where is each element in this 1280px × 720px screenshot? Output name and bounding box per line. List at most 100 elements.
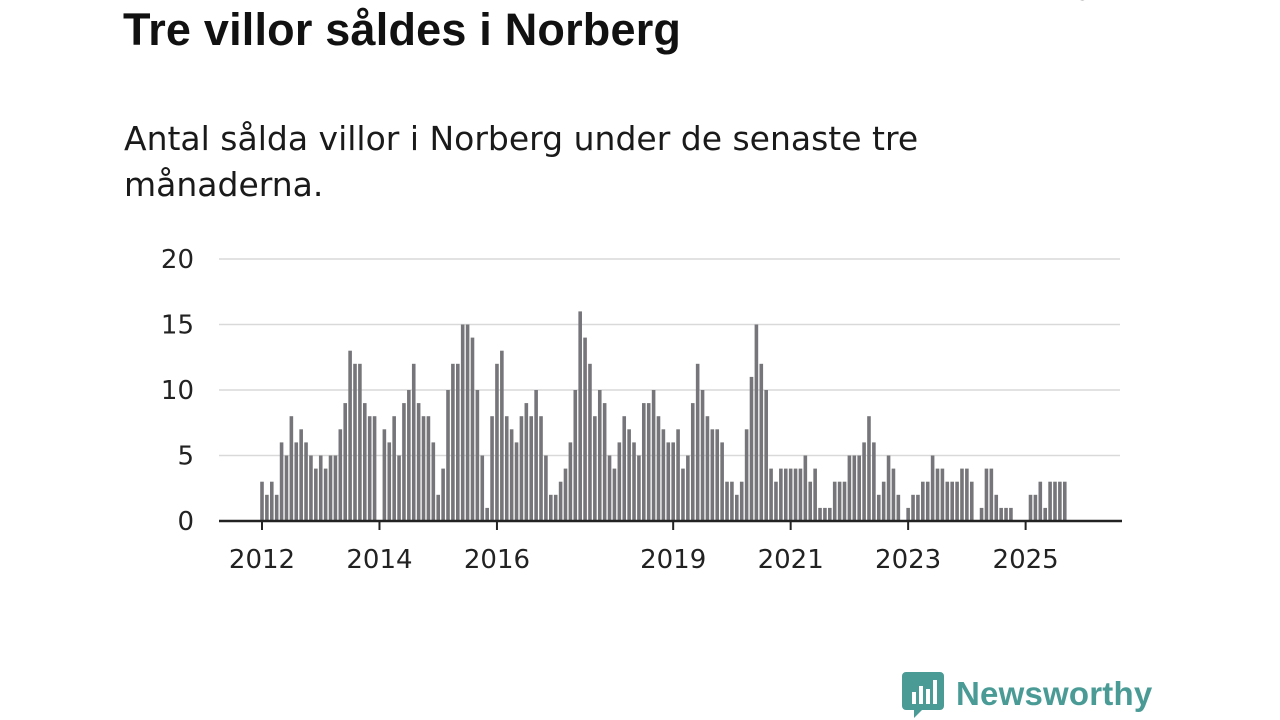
bar [925, 481, 930, 521]
bar [700, 390, 705, 521]
bar [597, 390, 602, 521]
bar [960, 468, 964, 521]
bar [950, 481, 954, 521]
bar [279, 442, 284, 521]
bar [465, 324, 470, 521]
bar [916, 494, 920, 521]
bar [348, 350, 352, 521]
bar [485, 507, 489, 521]
bar [593, 416, 597, 521]
bar [338, 429, 343, 521]
bar [979, 507, 984, 521]
bar [612, 468, 617, 521]
bar [1058, 481, 1062, 521]
bar [690, 403, 695, 521]
x-tick-label: 2025 [993, 545, 1059, 575]
bar [362, 403, 367, 521]
bar [779, 468, 783, 521]
bar [705, 416, 710, 521]
bar [651, 390, 656, 521]
x-tick-label: 2019 [640, 545, 706, 575]
x-axis-ticks: 2012 2014 2016 2019 2021 2023 2025 [229, 521, 1059, 575]
bar [358, 363, 362, 521]
highlight-value-label: 3 [1076, 0, 1091, 6]
bar [514, 442, 519, 521]
bar [754, 324, 759, 521]
bar [642, 403, 646, 521]
x-tick-label: 2014 [346, 545, 412, 575]
bar [965, 468, 969, 521]
bar [431, 442, 436, 521]
bar [695, 363, 700, 521]
bar [666, 442, 671, 521]
bar [289, 416, 294, 521]
bar-chart: 0 5 10 15 20 2012 2014 2016 2019 2021 2023 2025 3 [161, 0, 1122, 575]
bar [803, 455, 808, 521]
bar [783, 468, 788, 521]
x-tick-label: 2021 [758, 545, 824, 575]
bar [749, 376, 754, 521]
bar [456, 363, 460, 521]
bar [407, 390, 411, 521]
bar [563, 468, 568, 521]
bar [891, 468, 896, 521]
bar [1033, 494, 1038, 521]
bar [421, 416, 426, 521]
bar [284, 455, 289, 521]
bar [969, 481, 974, 521]
bar [333, 455, 338, 521]
bar [544, 455, 548, 521]
bar [343, 403, 348, 521]
bar [426, 416, 431, 521]
bar [862, 442, 866, 521]
bar [549, 494, 553, 521]
bar [328, 455, 333, 521]
bar [416, 403, 421, 521]
bar [774, 481, 778, 521]
bar [872, 442, 876, 521]
y-tick-label: 10 [161, 376, 194, 406]
bar [372, 416, 377, 521]
bar [710, 429, 715, 521]
bar [828, 507, 832, 521]
bar [1038, 481, 1043, 521]
y-tick-label: 15 [161, 311, 194, 341]
bar [857, 455, 861, 521]
bar [387, 442, 392, 521]
bar [519, 416, 524, 521]
bar [573, 390, 578, 521]
newsworthy-brand: Newsworthy [902, 670, 1152, 718]
bar [602, 403, 607, 521]
bar [984, 468, 989, 521]
bar [823, 507, 827, 521]
bar [274, 494, 279, 521]
bar [769, 468, 773, 521]
bar [304, 442, 308, 521]
bar [299, 429, 303, 521]
y-axis-ticks: 0 5 10 15 20 [161, 245, 194, 537]
bar [1009, 507, 1013, 521]
bar [265, 494, 269, 521]
bar [323, 468, 328, 521]
bar [382, 429, 387, 521]
chart-title: Tre villor såldes i Norberg [123, 4, 682, 55]
bar [808, 481, 813, 521]
bar [813, 468, 817, 521]
bar [764, 390, 768, 521]
bar [759, 363, 764, 521]
bar [876, 494, 881, 521]
bar [607, 455, 612, 521]
bar [989, 468, 994, 521]
bar [656, 416, 661, 521]
x-tick-label: 2016 [464, 545, 530, 575]
bar [886, 455, 891, 521]
bar [504, 416, 509, 521]
bar [392, 416, 396, 521]
bar [730, 481, 734, 521]
y-tick-label: 5 [177, 442, 194, 472]
bar [314, 468, 318, 521]
bar [867, 416, 871, 521]
bar [896, 494, 901, 521]
bar [676, 429, 680, 521]
bar [994, 494, 999, 521]
